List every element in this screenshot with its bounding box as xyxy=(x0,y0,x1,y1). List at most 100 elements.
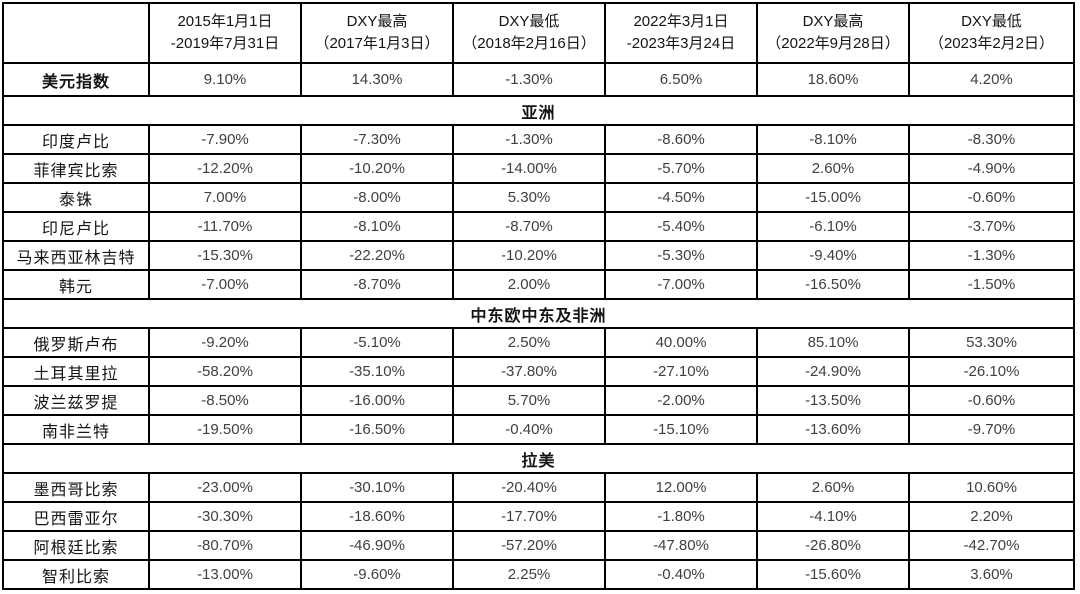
value-cell: -58.20% xyxy=(148,356,302,387)
value-cell: -10.20% xyxy=(452,240,606,271)
value-cell: 10.60% xyxy=(908,472,1075,503)
value-cell: -57.20% xyxy=(452,530,606,561)
value-cell: -15.60% xyxy=(756,559,910,590)
value-cell: -5.40% xyxy=(604,211,758,242)
value-cell: -42.70% xyxy=(908,530,1075,561)
value-cell: -1.30% xyxy=(908,240,1075,271)
value-cell: -1.30% xyxy=(452,124,606,155)
value-cell: -8.60% xyxy=(604,124,758,155)
column-header: DXY最高 （2017年1月3日） xyxy=(300,2,454,64)
table-row: 美元指数 9.10% 14.30% -1.30% 6.50% 18.60% 4.20% xyxy=(2,62,1075,97)
value-cell: 12.00% xyxy=(604,472,758,503)
value-cell: -7.30% xyxy=(300,124,454,155)
value-cell: -26.80% xyxy=(756,530,910,561)
value-cell: -14.00% xyxy=(452,153,606,184)
value-cell: 5.30% xyxy=(452,182,606,213)
value-cell: 85.10% xyxy=(756,327,910,358)
value-cell: -80.70% xyxy=(148,530,302,561)
value-cell: 4.20% xyxy=(908,62,1075,97)
section-label: 中东欧中东及非洲 xyxy=(2,298,1075,329)
table-row: 巴西雷亚尔 -30.30% -18.60% -17.70% -1.80% -4.10% 2.… xyxy=(2,501,1075,532)
value-cell: 2.50% xyxy=(452,327,606,358)
value-cell: -15.10% xyxy=(604,414,758,445)
table-row: 印度卢比 -7.90% -7.30% -1.30% -8.60% -8.10% -8.30% xyxy=(2,124,1075,155)
value-cell: -5.30% xyxy=(604,240,758,271)
value-cell: -0.40% xyxy=(604,559,758,590)
value-cell: -13.50% xyxy=(756,385,910,416)
corner-cell xyxy=(2,2,150,64)
value-cell: 18.60% xyxy=(756,62,910,97)
value-cell: -8.10% xyxy=(756,124,910,155)
row-label: 智利比索 xyxy=(2,559,150,590)
table-row: 波兰兹罗提 -8.50% -16.00% 5.70% -2.00% -13.50% -0.6… xyxy=(2,385,1075,416)
section-row: 中东欧中东及非洲 xyxy=(2,298,1075,329)
value-cell: -5.70% xyxy=(604,153,758,184)
value-cell: 2.25% xyxy=(452,559,606,590)
value-cell: -8.10% xyxy=(300,211,454,242)
value-cell: -0.60% xyxy=(908,385,1075,416)
row-label: 马来西亚林吉特 xyxy=(2,240,150,271)
value-cell: -1.50% xyxy=(908,269,1075,300)
value-cell: -1.80% xyxy=(604,501,758,532)
value-cell: -24.90% xyxy=(756,356,910,387)
value-cell: -26.10% xyxy=(908,356,1075,387)
value-cell: -16.00% xyxy=(300,385,454,416)
table-row: 土耳其里拉 -58.20% -35.10% -37.80% -27.10% -24.90%… xyxy=(2,356,1075,387)
value-cell: -3.70% xyxy=(908,211,1075,242)
value-cell: -4.90% xyxy=(908,153,1075,184)
value-cell: -9.40% xyxy=(756,240,910,271)
value-cell: -35.10% xyxy=(300,356,454,387)
row-label: 韩元 xyxy=(2,269,150,300)
value-cell: -7.00% xyxy=(148,269,302,300)
row-label: 墨西哥比索 xyxy=(2,472,150,503)
column-header: 2022年3月1日 -2023年3月24日 xyxy=(604,2,758,64)
table-row: 俄罗斯卢布 -9.20% -5.10% 2.50% 40.00% 85.10% 53.30% xyxy=(2,327,1075,358)
value-cell: -16.50% xyxy=(756,269,910,300)
value-cell: -46.90% xyxy=(300,530,454,561)
value-cell: -0.40% xyxy=(452,414,606,445)
row-label: 阿根廷比索 xyxy=(2,530,150,561)
value-cell: -1.30% xyxy=(452,62,606,97)
row-label: 印尼卢比 xyxy=(2,211,150,242)
section-label: 亚洲 xyxy=(2,95,1075,126)
row-label: 南非兰特 xyxy=(2,414,150,445)
value-cell: 2.00% xyxy=(452,269,606,300)
table-body: 美元指数 9.10% 14.30% -1.30% 6.50% 18.60% 4.20% 亚洲印… xyxy=(2,62,1075,590)
row-label: 印度卢比 xyxy=(2,124,150,155)
value-cell: -8.30% xyxy=(908,124,1075,155)
value-cell: -11.70% xyxy=(148,211,302,242)
value-cell: 9.10% xyxy=(148,62,302,97)
column-header: DXY最高 （2022年9月28日） xyxy=(756,2,910,64)
value-cell: 14.30% xyxy=(300,62,454,97)
row-label: 菲律宾比索 xyxy=(2,153,150,184)
value-cell: -9.20% xyxy=(148,327,302,358)
value-cell: -9.60% xyxy=(300,559,454,590)
value-cell: -15.30% xyxy=(148,240,302,271)
value-cell: 2.60% xyxy=(756,472,910,503)
header-row: 2015年1月1日 -2019年7月31日 DXY最高 （2017年1月3日） DXY最… xyxy=(2,2,1075,64)
value-cell: -7.00% xyxy=(604,269,758,300)
value-cell: -5.10% xyxy=(300,327,454,358)
value-cell: -10.20% xyxy=(300,153,454,184)
table-row: 南非兰特 -19.50% -16.50% -0.40% -15.10% -13.60% -9… xyxy=(2,414,1075,445)
value-cell: -23.00% xyxy=(148,472,302,503)
value-cell: -13.00% xyxy=(148,559,302,590)
value-cell: 2.60% xyxy=(756,153,910,184)
value-cell: -4.50% xyxy=(604,182,758,213)
value-cell: 40.00% xyxy=(604,327,758,358)
section-label: 拉美 xyxy=(2,443,1075,474)
row-label: 波兰兹罗提 xyxy=(2,385,150,416)
table-row: 墨西哥比索 -23.00% -30.10% -20.40% 12.00% 2.60% 10.… xyxy=(2,472,1075,503)
value-cell: -20.40% xyxy=(452,472,606,503)
value-cell: 6.50% xyxy=(604,62,758,97)
table-row: 泰铢 7.00% -8.00% 5.30% -4.50% -15.00% -0.60% xyxy=(2,182,1075,213)
value-cell: -37.80% xyxy=(452,356,606,387)
table-row: 马来西亚林吉特 -15.30% -22.20% -10.20% -5.30% -9.40%… xyxy=(2,240,1075,271)
column-header: DXY最低 （2018年2月16日） xyxy=(452,2,606,64)
value-cell: -15.00% xyxy=(756,182,910,213)
table-row: 阿根廷比索 -80.70% -46.90% -57.20% -47.80% -26.80%… xyxy=(2,530,1075,561)
value-cell: 2.20% xyxy=(908,501,1075,532)
value-cell: -6.10% xyxy=(756,211,910,242)
value-cell: -22.20% xyxy=(300,240,454,271)
value-cell: -47.80% xyxy=(604,530,758,561)
